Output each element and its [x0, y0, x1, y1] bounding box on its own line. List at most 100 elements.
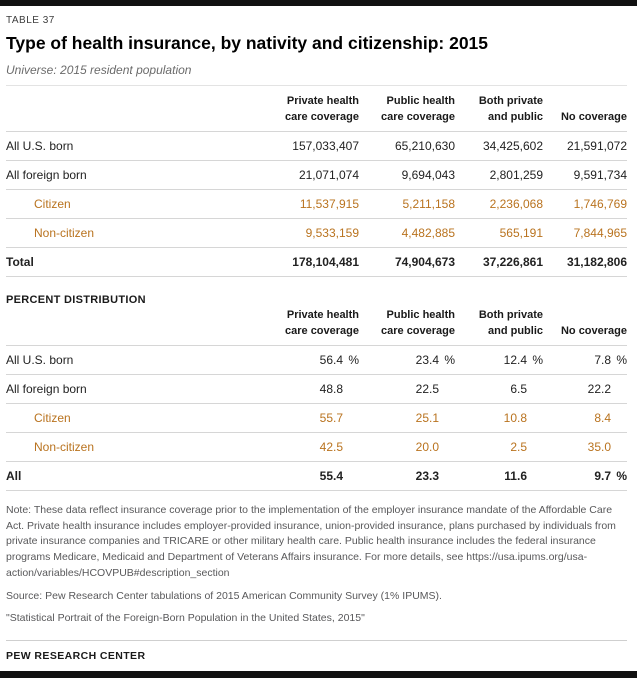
pct-row-all: All 55.4 23.3 11.6 9.7%	[6, 462, 627, 491]
counts-row-citizen: Citizen 11,537,915 5,211,158 2,236,068 1…	[6, 190, 627, 219]
pct-row-us-born: All U.S. born 56.4% 23.4% 12.4% 7.8%	[6, 346, 627, 375]
column-header-line: care coverage	[381, 324, 455, 337]
pct-row-foreign-born: All foreign born 48.8 22.5 6.5 22.2	[6, 375, 627, 404]
row-label: Total	[6, 254, 34, 269]
pct-col-header-public: Public health care coverage	[359, 308, 455, 340]
row-label: Non-citizen	[34, 225, 95, 240]
column-header-line: Private health	[286, 95, 359, 107]
pct-col-header-both: Both private and public	[455, 308, 543, 340]
percent-cell: 9.7%	[543, 469, 627, 483]
percent-value: 11.6	[504, 468, 527, 483]
percent-value: 6.5	[510, 381, 527, 396]
column-header-line: and public	[488, 110, 543, 123]
percent-cell: 12.4%	[455, 353, 543, 367]
percent-value: 35.0	[587, 439, 611, 454]
count-cell: 1,746,769	[573, 196, 627, 211]
count-cell: 9,533,159	[305, 225, 359, 240]
credit-text: "Statistical Portrait of the Foreign-Bor…	[6, 612, 365, 625]
percent-value: 9.7	[594, 468, 611, 483]
count-cell: 31,182,806	[566, 254, 627, 269]
percent-unit: %	[348, 352, 359, 367]
page-title: Type of health insurance, by nativity an…	[6, 33, 489, 53]
percent-cell: 20.0	[359, 440, 455, 454]
count-cell: 37,226,861	[482, 254, 543, 269]
percent-value: 55.7	[319, 410, 343, 425]
pct-header-row: Private health care coverage Public heal…	[6, 308, 627, 346]
count-cell: 74,904,673	[394, 254, 455, 269]
column-header-line: care coverage	[285, 110, 359, 123]
percent-value: 56.4	[319, 352, 343, 367]
counts-row-foreign-born: All foreign born 21,071,074 9,694,043 2,…	[6, 161, 627, 190]
footer-brand: PEW RESEARCH CENTER	[6, 650, 146, 662]
bottom-rule	[0, 671, 637, 678]
count-cell: 5,211,158	[402, 196, 456, 211]
row-label: All foreign born	[6, 167, 87, 182]
row-label: All U.S. born	[6, 138, 74, 153]
percent-value: 22.2	[587, 381, 611, 396]
percent-unit: %	[616, 352, 627, 367]
count-cell: 2,236,068	[489, 196, 543, 211]
row-label: Non-citizen	[34, 439, 95, 454]
percent-cell: 25.1	[359, 411, 455, 425]
percent-cell: 48.8	[221, 382, 359, 396]
count-cell: 21,071,074	[298, 167, 359, 182]
count-cell: 9,591,734	[573, 167, 627, 182]
percent-unit: %	[444, 352, 455, 367]
percent-value: 8.4	[594, 410, 611, 425]
counts-col-header-both: Both private and public	[455, 94, 543, 126]
content-area: TABLE 37 Type of health insurance, by na…	[0, 6, 637, 634]
section-header-percent-distribution: PERCENT DISTRIBUTION	[6, 293, 146, 306]
column-header-line: care coverage	[381, 110, 455, 123]
count-cell: 34,425,602	[482, 138, 543, 153]
percent-value: 20.0	[415, 439, 439, 454]
counts-col-header-none: No coverage	[543, 110, 627, 126]
note-text: Note: These data reflect insurance cover…	[6, 503, 616, 579]
pct-col-header-none: No coverage	[543, 324, 627, 340]
percent-value: 22.5	[415, 381, 439, 396]
column-header-line: Both private	[478, 95, 543, 107]
universe-note: Universe: 2015 resident population	[6, 63, 627, 86]
percent-value: 23.3	[415, 468, 439, 483]
percent-value: 12.4	[503, 352, 527, 367]
row-label: Citizen	[34, 196, 71, 211]
column-header-line: Both private	[478, 308, 543, 321]
percent-cell: 55.7	[221, 411, 359, 425]
column-header-line: Public health	[386, 95, 455, 107]
column-header-line: care coverage	[285, 324, 359, 337]
column-header-line: and public	[488, 324, 543, 337]
pct-col-header-private: Private health care coverage	[221, 308, 359, 340]
counts-row-noncitizen: Non-citizen 9,533,159 4,482,885 565,191 …	[6, 219, 627, 248]
count-cell: 4,482,885	[401, 225, 455, 240]
count-cell: 2,801,259	[489, 167, 543, 182]
row-label: All	[6, 468, 22, 483]
column-header-line: No coverage	[560, 324, 627, 337]
percent-cell: 23.3	[359, 469, 455, 483]
counts-col-header-private: Private health care coverage	[221, 94, 359, 126]
footer: PEW RESEARCH CENTER	[6, 640, 627, 671]
percent-cell: 11.6	[455, 469, 543, 483]
percent-cell: 56.4%	[221, 353, 359, 367]
percent-cell: 35.0	[543, 440, 627, 454]
row-label: Citizen	[34, 410, 71, 425]
counts-header-row: Private health care coverage Public heal…	[6, 94, 627, 132]
percent-value: 7.8	[594, 352, 611, 367]
percent-value: 23.4	[415, 352, 439, 367]
percent-value: 10.8	[503, 410, 527, 425]
percent-value: 2.5	[510, 439, 527, 454]
percent-cell: 22.5	[359, 382, 455, 396]
row-label: All foreign born	[6, 381, 87, 396]
pct-row-citizen: Citizen 55.7 25.1 10.8 8.4	[6, 404, 627, 433]
table-label: TABLE 37	[6, 15, 55, 26]
pct-row-noncitizen: Non-citizen 42.5 20.0 2.5 35.0	[6, 433, 627, 462]
notes-block: Note: These data reflect insurance cover…	[6, 503, 627, 627]
percent-value: 55.4	[319, 468, 343, 483]
percent-value: 25.1	[415, 410, 439, 425]
percent-cell: 7.8%	[543, 353, 627, 367]
percent-cell: 42.5	[221, 440, 359, 454]
count-cell: 565,191	[499, 225, 543, 240]
percent-cell: 8.4	[543, 411, 627, 425]
count-cell: 157,033,407	[292, 138, 359, 153]
percent-cell: 22.2	[543, 382, 627, 396]
count-cell: 11,537,915	[299, 196, 359, 211]
counts-row-total: Total 178,104,481 74,904,673 37,226,861 …	[6, 248, 627, 277]
